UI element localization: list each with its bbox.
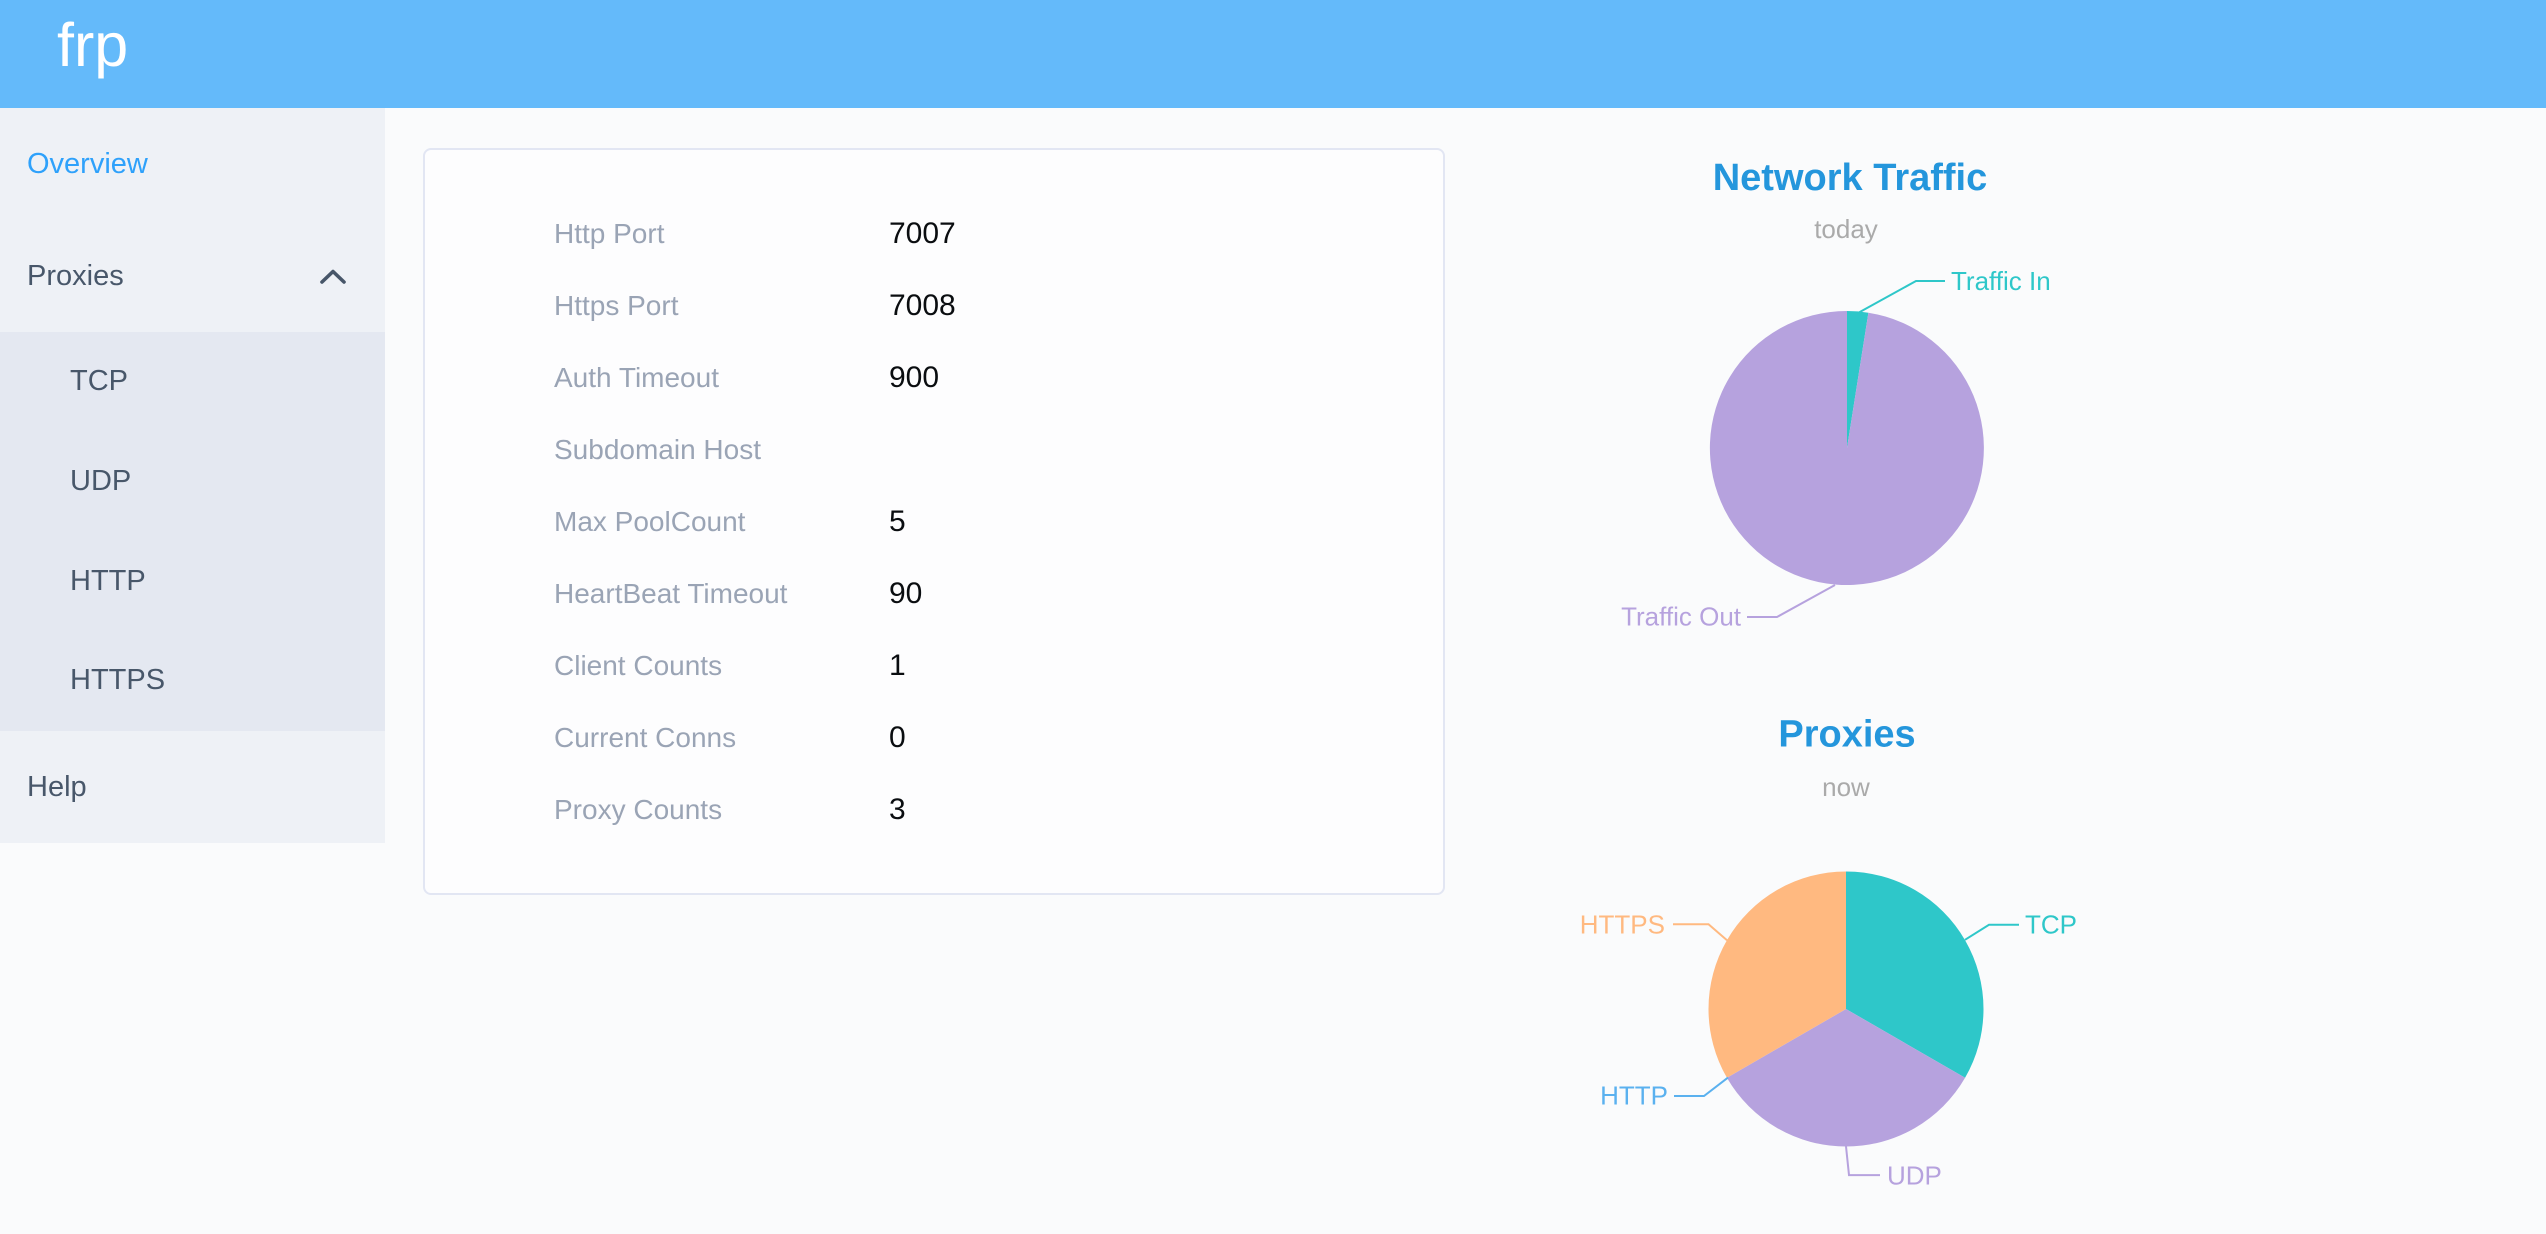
svg-text:now: now [1822,772,1870,802]
svg-text:HTTP: HTTP [1600,1081,1668,1111]
svg-text:Traffic Out: Traffic Out [1621,602,1742,632]
svg-text:UDP: UDP [1887,1160,1942,1190]
svg-text:today: today [1814,214,1878,244]
svg-text:TCP: TCP [2025,909,2077,939]
svg-text:Proxies: Proxies [1778,714,1915,756]
svg-text:Network Traffic: Network Traffic [1713,157,1988,199]
svg-text:HTTPS: HTTPS [1580,910,1665,940]
svg-text:Traffic In: Traffic In [1951,266,2051,296]
